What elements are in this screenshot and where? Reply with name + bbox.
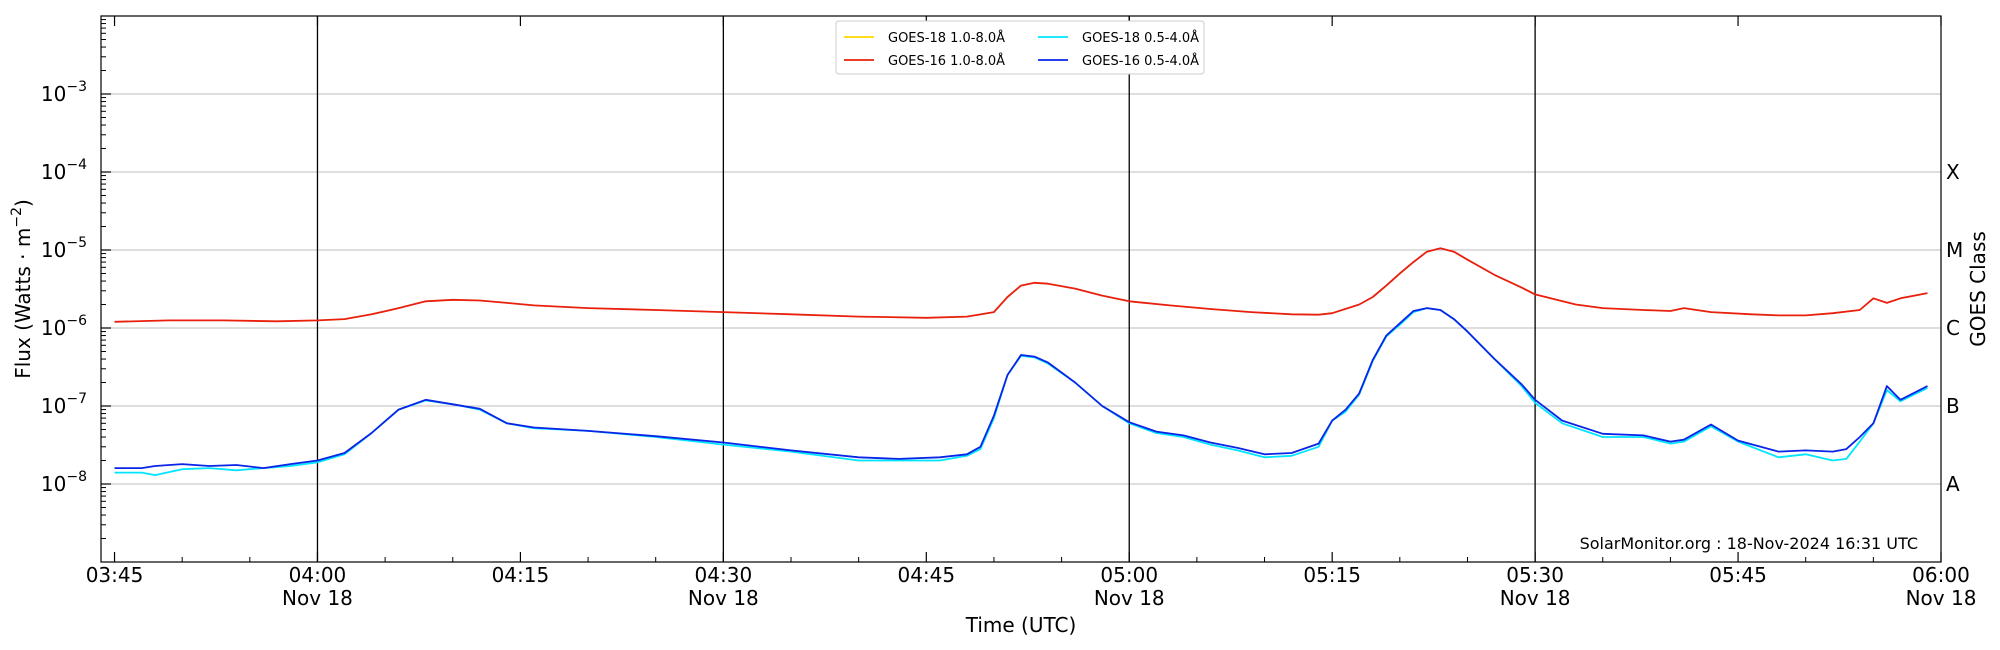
x-tick-label: 04:45 [897,563,955,587]
day-marker-lines [316,16,1536,562]
legend-label: GOES-16 0.5-4.0Å [1082,53,1199,69]
x-tick-date-label: Nov 18 [1500,586,1571,610]
x-tick-date-label: Nov 18 [282,586,353,610]
goes-class-label: M [1946,238,1963,262]
series-line-3 [114,307,1928,470]
y-tick-label: 10−4 [41,157,87,184]
series-line-1 [114,247,1928,323]
x-tick-date-label: Nov 18 [1094,586,1165,610]
legend-label: GOES-16 1.0-8.0Å [888,53,1005,69]
x-tick-label: 05:00 [1100,563,1158,587]
plot-frame [100,15,1942,563]
axis-ticks [101,16,1942,562]
x-tick-label: 06:00 [1912,563,1970,587]
x-tick-label: 03:45 [86,563,144,587]
goes-class-label: A [1946,472,1960,496]
goes-class-axis-title: GOES Class [1966,231,1990,347]
x-axis-title: Time (UTC) [965,613,1077,637]
goes-class-label: B [1946,394,1960,418]
x-tick-date-label: Nov 18 [688,586,759,610]
legend-box [835,20,1205,75]
x-tick-date-label: Nov 18 [1906,586,1977,610]
legend-label: GOES-18 0.5-4.0Å [1082,30,1199,46]
goes-class-label: C [1946,316,1960,340]
x-tick-label: 05:30 [1506,563,1564,587]
y-tick-label: 10−5 [41,235,87,262]
x-tick-label: 04:15 [492,563,550,587]
legend: GOES-18 1.0-8.0Å GOES-16 1.0-8.0Å GOES-18 … [835,20,1205,75]
legend-label: GOES-18 1.0-8.0Å [888,30,1005,46]
x-tick-label: 05:15 [1303,563,1361,587]
series-lines [114,247,1928,477]
x-tick-label: 04:00 [289,563,347,587]
x-tick-label: 05:45 [1709,563,1767,587]
y-axis-title: Flux (Watts · m−2) [9,199,35,379]
goes-class-label: X [1946,160,1960,184]
credit-text: SolarMonitor.org : 18-Nov-2024 16:31 UTC [1580,534,1918,553]
x-tick-label: 04:30 [695,563,753,587]
